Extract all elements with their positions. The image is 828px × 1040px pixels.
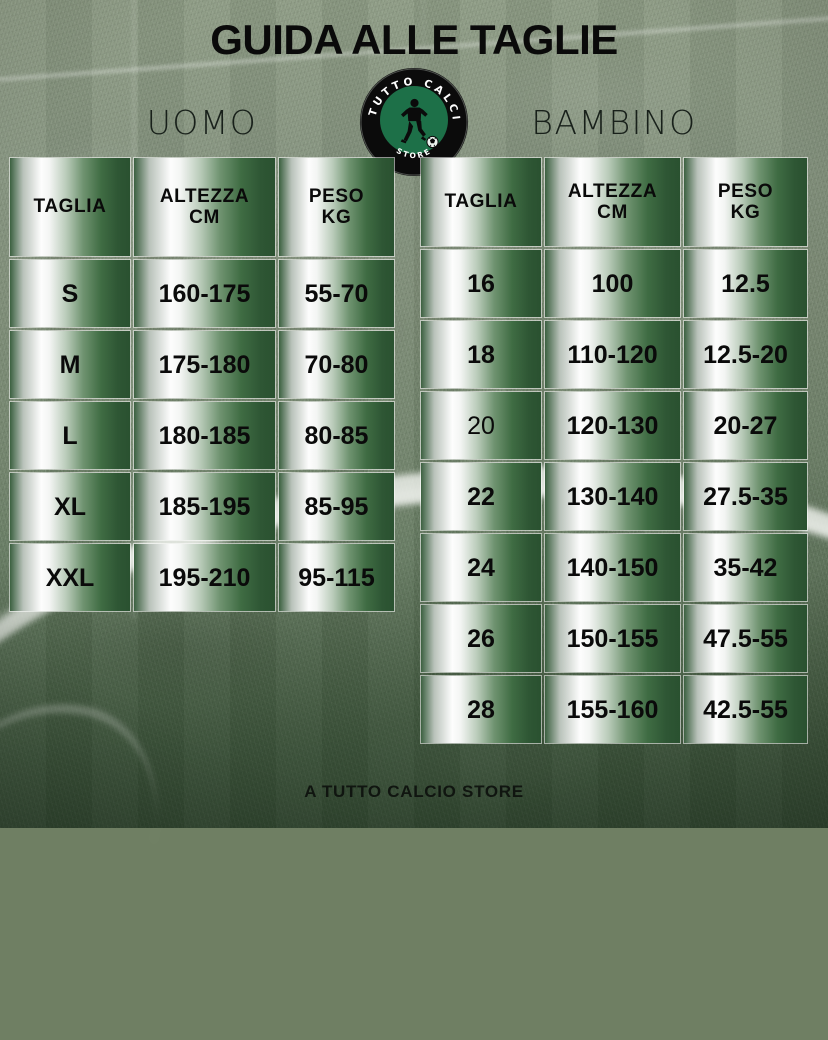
cell-height: 140-150: [545, 534, 680, 601]
cell-size: 26: [421, 605, 541, 672]
column-header-size: TAGLIA: [10, 158, 130, 256]
cell-size: M: [10, 331, 130, 398]
cell-weight: 35-42: [684, 534, 807, 601]
cell-weight: 27.5-35: [684, 463, 807, 530]
cell-height: 160-175: [134, 260, 275, 327]
cell-size: 28: [421, 676, 541, 743]
cell-height: 155-160: [545, 676, 680, 743]
column-header-weight-label: PESO: [717, 180, 774, 202]
cell-height: 100: [545, 250, 680, 317]
cell-weight: 70-80: [279, 331, 394, 398]
cell-size: 24: [421, 534, 541, 601]
cell-height: 130-140: [545, 463, 680, 530]
brand-logo: A TUTTO CALCIO STORE: [358, 66, 470, 178]
cell-weight: 80-85: [279, 402, 394, 469]
table-row: XL 185-195 85-95: [10, 473, 394, 540]
column-header-height-unit: CM: [597, 202, 628, 223]
column-header-weight: PESO KG: [279, 158, 394, 256]
cell-weight: 12.5: [684, 250, 807, 317]
column-header-height-unit: CM: [189, 207, 220, 228]
cell-height: 195-210: [134, 544, 275, 611]
size-guide-content: GUIDA ALLE TAGLIE A TUTTO CALCIO STORE: [10, 16, 807, 801]
cell-weight: 42.5-55: [684, 676, 807, 743]
cell-size: S: [10, 260, 130, 327]
column-header-size: TAGLIA: [421, 158, 541, 246]
cell-height: 120-130: [545, 392, 680, 459]
men-size-table: TAGLIA ALTEZZA CM PESO KG S 160-175 55-7…: [10, 158, 394, 611]
cell-height: 150-155: [545, 605, 680, 672]
soccer-ball-icon: [426, 135, 439, 149]
section-label-kids: BAMBINO: [531, 103, 697, 142]
table-row: 18 110-120 12.5-20: [421, 321, 807, 388]
cell-size: 20: [421, 392, 541, 459]
table-row: S 160-175 55-70: [10, 260, 394, 327]
column-header-size-label: TAGLIA: [444, 191, 518, 213]
kids-size-table: TAGLIA ALTEZZA CM PESO KG 16 100 12.5 18: [421, 158, 807, 743]
cell-size: XXL: [10, 544, 130, 611]
cell-weight: 12.5-20: [684, 321, 807, 388]
column-header-size-label: TAGLIA: [33, 196, 107, 218]
table-row: 26 150-155 47.5-55: [421, 605, 807, 672]
cell-size: 22: [421, 463, 541, 530]
column-header-height: ALTEZZA CM: [545, 158, 680, 246]
table-row: 20 120-130 20-27: [421, 392, 807, 459]
soccer-player-icon: [400, 98, 428, 144]
cell-size: 16: [421, 250, 541, 317]
table-row: 16 100 12.5: [421, 250, 807, 317]
table-row: 24 140-150 35-42: [421, 534, 807, 601]
table-header-row: TAGLIA ALTEZZA CM PESO KG: [10, 158, 394, 256]
column-header-weight: PESO KG: [684, 158, 807, 246]
column-header-weight-label: PESO: [308, 185, 365, 207]
table-header-row: TAGLIA ALTEZZA CM PESO KG: [421, 158, 807, 246]
cell-weight: 20-27: [684, 392, 807, 459]
cell-height: 185-195: [134, 473, 275, 540]
table-row: 22 130-140 27.5-35: [421, 463, 807, 530]
section-label-men: UOMO: [146, 103, 258, 142]
table-row: 28 155-160 42.5-55: [421, 676, 807, 743]
cell-weight: 47.5-55: [684, 605, 807, 672]
cell-height: 175-180: [134, 331, 275, 398]
cell-height: 110-120: [545, 321, 680, 388]
page-title: GUIDA ALLE TAGLIE: [210, 16, 618, 63]
cell-weight: 55-70: [279, 260, 394, 327]
cell-height: 180-185: [134, 402, 275, 469]
column-header-height-label: ALTEZZA: [567, 180, 658, 202]
cell-weight: 95-115: [279, 544, 394, 611]
column-header-height-label: ALTEZZA: [159, 185, 250, 207]
cell-size: 18: [421, 321, 541, 388]
column-header-height: ALTEZZA CM: [134, 158, 275, 256]
table-row: XXL 195-210 95-115: [10, 544, 394, 611]
cell-size: L: [10, 402, 130, 469]
cell-size: XL: [10, 473, 130, 540]
column-header-weight-unit: KG: [321, 207, 352, 228]
table-row: L 180-185 80-85: [10, 402, 394, 469]
column-header-weight-unit: KG: [730, 202, 761, 223]
table-row: M 175-180 70-80: [10, 331, 394, 398]
cell-weight: 85-95: [279, 473, 394, 540]
footer-brand: A TUTTO CALCIO STORE: [304, 782, 524, 801]
